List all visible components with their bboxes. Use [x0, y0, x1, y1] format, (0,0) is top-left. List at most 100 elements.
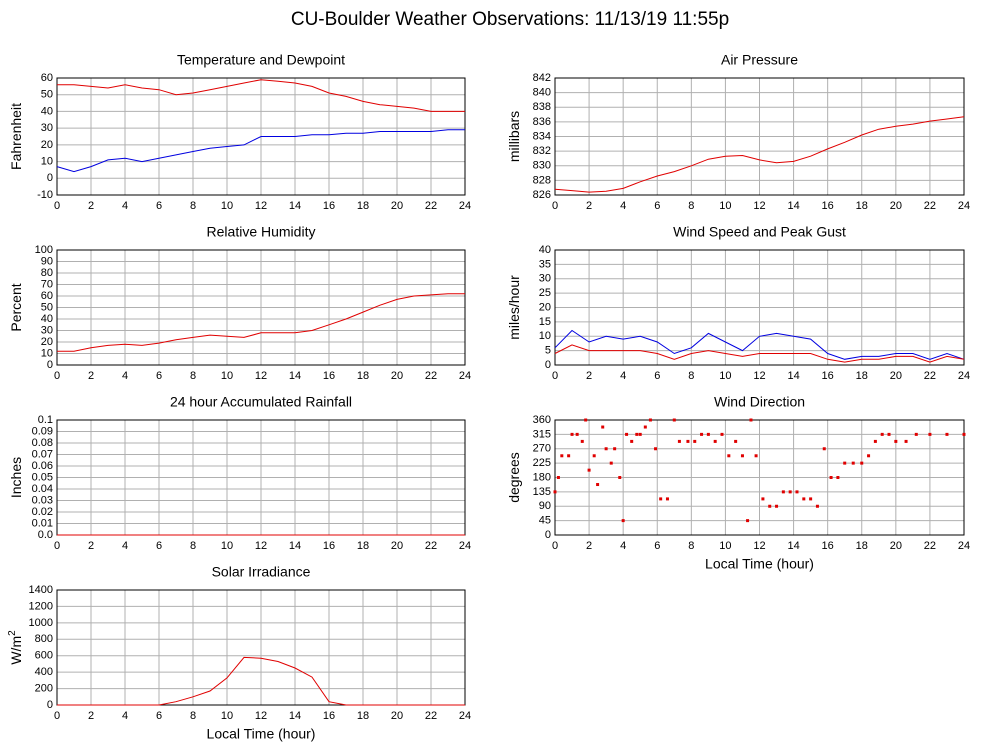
- y-tick-label: 832: [533, 145, 551, 157]
- data-point: [802, 497, 806, 501]
- y-tick-label: 50: [41, 301, 53, 313]
- x-tick-label: 24: [958, 540, 970, 552]
- y-tick-label: 1000: [29, 617, 53, 629]
- y-tick-label: -10: [37, 189, 53, 201]
- x-tick-label: 4: [620, 200, 626, 212]
- data-point: [613, 447, 617, 451]
- panel-title: Wind Speed and Peak Gust: [673, 224, 846, 240]
- x-tick-label: 22: [425, 200, 437, 212]
- x-tick-label: 8: [190, 370, 196, 382]
- data-point: [596, 483, 600, 487]
- data-point: [761, 497, 765, 501]
- y-tick-label: 25: [539, 287, 551, 299]
- y-tick-label: 60: [41, 290, 53, 302]
- x-tick-label: 8: [190, 540, 196, 552]
- x-tick-label: 14: [289, 710, 301, 722]
- y-axis-label-text: W/m: [8, 636, 24, 665]
- x-tick-label: 18: [856, 540, 868, 552]
- plot-frame: [56, 249, 466, 366]
- data-point: [795, 490, 799, 494]
- y-tick-label: 1200: [29, 600, 53, 612]
- x-tick-label: 12: [255, 710, 267, 722]
- data-point: [867, 454, 871, 458]
- y-tick-label: 1400: [29, 584, 53, 596]
- x-tick-label: 22: [924, 200, 936, 212]
- panel-title: Wind Direction: [714, 394, 805, 410]
- data-point: [638, 432, 642, 436]
- x-tick-label: 22: [924, 370, 936, 382]
- x-tick-label: 14: [787, 370, 799, 382]
- plot-frame: [56, 589, 466, 706]
- x-tick-label: 2: [88, 710, 94, 722]
- x-tick-label: 4: [122, 540, 128, 552]
- x-tick-label: 2: [586, 200, 592, 212]
- x-tick-label: 6: [654, 370, 660, 382]
- y-tick-label: 45: [539, 515, 551, 527]
- data-point: [809, 497, 813, 501]
- y-tick-label: 600: [35, 650, 53, 662]
- data-point: [700, 432, 704, 436]
- data-point: [962, 432, 966, 436]
- data-point: [928, 432, 932, 436]
- y-tick-label: 30: [41, 122, 53, 134]
- x-tick-label: 16: [323, 200, 335, 212]
- x-tick-label: 6: [156, 710, 162, 722]
- x-tick-label: 10: [719, 200, 731, 212]
- x-axis-label: Local Time (hour): [705, 556, 814, 572]
- y-tick-label: 90: [539, 500, 551, 512]
- y-tick-label: 200: [35, 682, 53, 694]
- data-line: [554, 344, 965, 363]
- data-point: [754, 454, 758, 458]
- x-tick-label: 18: [357, 710, 369, 722]
- x-tick-label: 12: [753, 540, 765, 552]
- y-tick-label: 5: [545, 345, 551, 357]
- y-axis-label: miles/hour: [506, 275, 522, 340]
- data-point: [601, 425, 605, 429]
- data-point: [734, 439, 738, 443]
- x-tick-label: 8: [190, 710, 196, 722]
- data-point: [575, 432, 579, 436]
- y-tick-label: 0: [47, 359, 53, 371]
- y-tick-label: 270: [533, 443, 551, 455]
- plot-frame: [554, 249, 965, 366]
- y-axis-label: Inches: [8, 457, 24, 498]
- data-point: [648, 418, 652, 422]
- y-tick-label: 834: [533, 130, 551, 142]
- y-tick-label: 0.02: [32, 506, 53, 518]
- x-tick-label: 20: [391, 540, 403, 552]
- x-tick-label: 8: [688, 200, 694, 212]
- x-tick-label: 2: [586, 370, 592, 382]
- x-tick-label: 24: [459, 200, 471, 212]
- y-tick-label: 842: [533, 72, 551, 84]
- y-tick-label: 135: [533, 486, 551, 498]
- y-tick-label: 0.04: [32, 483, 53, 495]
- x-tick-label: 10: [221, 200, 233, 212]
- y-tick-label: 0: [47, 172, 53, 184]
- y-tick-label: 800: [35, 633, 53, 645]
- y-axis-label-text: Fahrenheit: [8, 103, 24, 170]
- y-tick-label: 60: [41, 72, 53, 84]
- y-axis-label: millibars: [506, 111, 522, 162]
- y-tick-label: 0.09: [32, 425, 53, 437]
- x-tick-label: 20: [391, 710, 403, 722]
- x-tick-label: 12: [255, 540, 267, 552]
- x-tick-label: 14: [787, 200, 799, 212]
- data-point: [843, 461, 847, 465]
- y-tick-label: 360: [533, 414, 551, 426]
- data-line: [56, 129, 465, 173]
- x-tick-label: 2: [586, 540, 592, 552]
- data-point: [914, 432, 918, 436]
- data-point: [592, 454, 596, 458]
- x-tick-label: 24: [459, 540, 471, 552]
- y-tick-label: 20: [41, 139, 53, 151]
- y-tick-label: 836: [533, 116, 551, 128]
- x-tick-label: 18: [357, 200, 369, 212]
- y-tick-label: 100: [35, 244, 53, 256]
- x-tick-label: 12: [255, 200, 267, 212]
- y-tick-label: 70: [41, 278, 53, 290]
- y-tick-label: 30: [539, 273, 551, 285]
- data-point: [587, 468, 591, 472]
- y-tick-label: 838: [533, 101, 551, 113]
- x-tick-label: 0: [552, 540, 558, 552]
- x-tick-label: 0: [54, 710, 60, 722]
